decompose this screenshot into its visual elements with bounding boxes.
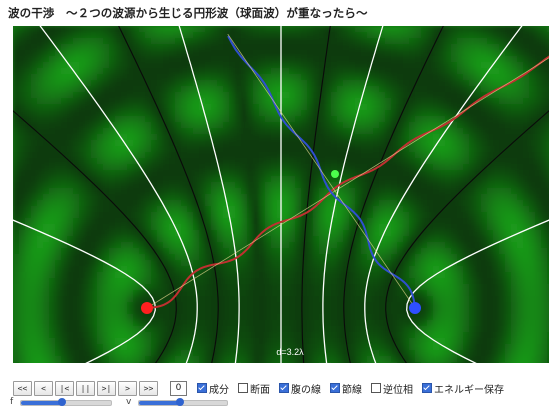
pause-button[interactable]: || <box>76 380 95 396</box>
antinodal-line <box>406 219 549 363</box>
frequency-slider-fill <box>21 401 62 405</box>
right-source-wave <box>227 35 416 309</box>
checkbox-icon[interactable] <box>238 383 248 393</box>
right-source-point[interactable] <box>409 302 421 314</box>
reverse-phase-checkbox[interactable]: 逆位相 <box>371 381 413 396</box>
velocity-slider[interactable] <box>138 398 228 406</box>
velocity-slider-fill <box>139 401 180 405</box>
antinodal-line-checkbox[interactable]: 腹の線 <box>279 381 321 396</box>
slider-row: f v <box>8 397 248 408</box>
fast-forward-button[interactable]: >> <box>139 380 158 396</box>
left-source-wave-axis <box>146 57 549 309</box>
velocity-slider-handle[interactable] <box>176 398 184 406</box>
control-bar: << < |< || >| > >> 0 成分 断面 腹の線 節線 逆位相 エネ… <box>13 380 513 396</box>
to-end-button[interactable]: >| <box>97 380 116 396</box>
nodal-line <box>385 110 549 363</box>
page-title: 波の干渉 ～２つの波源から生じる円形波（球面波）が重なったら～ <box>8 6 368 20</box>
antinodal-line <box>13 219 156 363</box>
checkbox-icon[interactable] <box>422 383 432 393</box>
nodal-lines <box>13 26 549 363</box>
nodal-line <box>13 110 177 363</box>
antinodal-line <box>39 26 198 363</box>
velocity-label: v <box>126 397 132 407</box>
interference-canvas[interactable]: d=3.2λ <box>13 26 549 363</box>
wave-pattern <box>13 26 549 363</box>
nodal-line-checkbox[interactable]: 節線 <box>330 381 362 396</box>
rewind-button[interactable]: << <box>13 380 32 396</box>
source-points <box>141 170 421 314</box>
antinodal-line <box>322 26 384 363</box>
antinodal-lines <box>13 26 549 363</box>
step-forward-button[interactable]: > <box>118 380 137 396</box>
nodal-line <box>118 26 219 363</box>
frequency-slider[interactable] <box>20 398 112 406</box>
energy-conservation-checkbox[interactable]: エネルギー保存 <box>422 381 504 396</box>
checkbox-icon[interactable] <box>279 383 289 393</box>
cross-section-checkbox[interactable]: 断面 <box>238 381 270 396</box>
checkbox-icon[interactable] <box>197 383 207 393</box>
frame-counter[interactable]: 0 <box>170 380 187 396</box>
to-start-button[interactable]: |< <box>55 380 74 396</box>
antinodal-line <box>178 26 240 363</box>
observation-point[interactable] <box>331 170 339 178</box>
checkbox-icon[interactable] <box>330 383 340 393</box>
left-source-point[interactable] <box>141 302 153 314</box>
component-checkbox[interactable]: 成分 <box>197 381 229 396</box>
wave-field: d=3.2λ <box>13 26 549 363</box>
step-back-button[interactable]: < <box>34 380 53 396</box>
left-source-wave <box>146 55 549 309</box>
nodal-line <box>343 26 444 363</box>
antinodal-line <box>364 26 523 363</box>
component-waves <box>146 33 549 309</box>
frequency-slider-handle[interactable] <box>58 398 66 406</box>
frequency-label: f <box>10 397 14 407</box>
right-source-wave-axis <box>227 33 416 309</box>
distance-label: d=3.2λ <box>276 347 304 357</box>
checkbox-icon[interactable] <box>371 383 381 393</box>
nodal-line <box>301 26 331 363</box>
